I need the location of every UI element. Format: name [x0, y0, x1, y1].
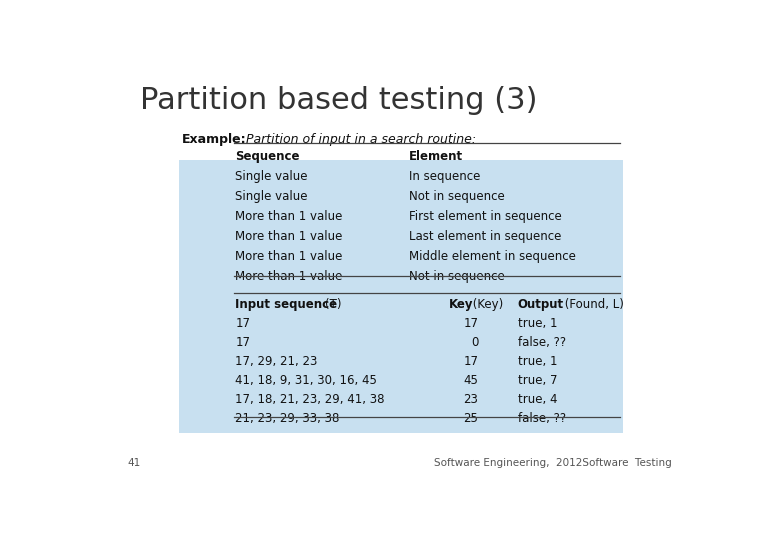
Text: Partition of input in a search routine:: Partition of input in a search routine: — [246, 133, 476, 146]
Text: false, ??: false, ?? — [518, 336, 566, 349]
Text: Key: Key — [449, 298, 473, 310]
Text: 17, 29, 21, 23: 17, 29, 21, 23 — [236, 355, 317, 368]
Text: Software Engineering,  2012Software  Testing: Software Engineering, 2012Software Testi… — [434, 458, 672, 468]
Text: Partition based testing (3): Partition based testing (3) — [140, 85, 537, 114]
Text: Middle element in sequence: Middle element in sequence — [409, 250, 576, 263]
Text: More than 1 value: More than 1 value — [236, 270, 342, 283]
Text: Single value: Single value — [236, 190, 308, 203]
Text: 23: 23 — [463, 393, 478, 406]
Text: true, 1: true, 1 — [518, 317, 557, 330]
Text: 17, 18, 21, 23, 29, 41, 38: 17, 18, 21, 23, 29, 41, 38 — [236, 393, 385, 406]
Text: 17: 17 — [236, 317, 250, 330]
Text: true, 7: true, 7 — [518, 374, 557, 387]
Text: 45: 45 — [463, 374, 478, 387]
Text: (Key): (Key) — [469, 298, 503, 310]
FancyBboxPatch shape — [179, 160, 623, 433]
Text: 41: 41 — [128, 458, 141, 468]
Text: false, ??: false, ?? — [518, 413, 566, 426]
Text: 25: 25 — [463, 413, 478, 426]
Text: Sequence: Sequence — [236, 150, 300, 163]
Text: Input sequence: Input sequence — [236, 298, 338, 310]
Text: 17: 17 — [463, 355, 478, 368]
Text: Last element in sequence: Last element in sequence — [409, 230, 561, 243]
Text: Not in sequence: Not in sequence — [409, 270, 505, 283]
Text: Example:: Example: — [182, 133, 246, 146]
Text: Output: Output — [518, 298, 564, 310]
Text: More than 1 value: More than 1 value — [236, 230, 342, 243]
Text: 21, 23, 29, 33, 38: 21, 23, 29, 33, 38 — [236, 413, 340, 426]
Text: 0: 0 — [471, 336, 478, 349]
Text: Single value: Single value — [236, 170, 308, 183]
Text: true, 1: true, 1 — [518, 355, 557, 368]
Text: Not in sequence: Not in sequence — [409, 190, 505, 203]
Text: 17: 17 — [463, 317, 478, 330]
Text: First element in sequence: First element in sequence — [409, 210, 562, 223]
Text: 41, 18, 9, 31, 30, 16, 45: 41, 18, 9, 31, 30, 16, 45 — [236, 374, 378, 387]
Text: (Found, L): (Found, L) — [561, 298, 624, 310]
Text: true, 4: true, 4 — [518, 393, 557, 406]
Text: (T): (T) — [324, 298, 342, 310]
Text: In sequence: In sequence — [409, 170, 480, 183]
Text: More than 1 value: More than 1 value — [236, 210, 342, 223]
Text: Element: Element — [409, 150, 463, 163]
Text: 17: 17 — [236, 336, 250, 349]
Text: More than 1 value: More than 1 value — [236, 250, 342, 263]
